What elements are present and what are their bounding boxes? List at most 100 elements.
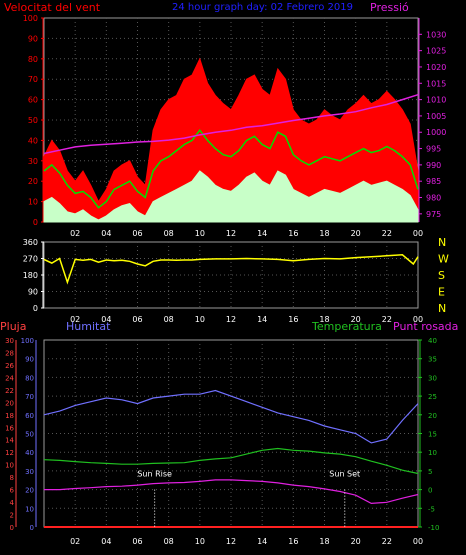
x-tick-label: 10 bbox=[195, 229, 205, 238]
compass-label: E bbox=[438, 286, 445, 299]
wind-speed-label: Velocitat del vent bbox=[4, 1, 101, 14]
direction-tick-label: 270 bbox=[23, 255, 38, 264]
x-tick-label: 04 bbox=[101, 537, 111, 546]
wind-tick-label: 10 bbox=[28, 198, 38, 207]
x-tick-label: 08 bbox=[164, 315, 174, 324]
x-tick-label: 02 bbox=[70, 537, 80, 546]
temperature-tick-label: 35 bbox=[428, 356, 437, 364]
x-tick-label: 06 bbox=[132, 229, 142, 238]
humidity-tick-label: 100 bbox=[21, 337, 34, 345]
x-tick-label: 14 bbox=[257, 229, 267, 238]
direction-tick-label: 90 bbox=[28, 288, 38, 297]
rain-tick-label: 12 bbox=[5, 449, 14, 457]
humidity-tick-label: 60 bbox=[25, 412, 34, 420]
pressure-tick-label: 980 bbox=[426, 194, 441, 203]
temperature-tick-label: 5 bbox=[428, 468, 432, 476]
compass-label: W bbox=[438, 253, 449, 266]
x-tick-label: 20 bbox=[351, 315, 361, 324]
humidity-tick-label: 90 bbox=[25, 356, 34, 364]
pressure-label: Pressió bbox=[370, 1, 409, 14]
pressure-tick-label: 995 bbox=[426, 145, 441, 154]
compass-label: S bbox=[438, 269, 445, 282]
rain-tick-label: 6 bbox=[10, 487, 15, 495]
wind-gust-series bbox=[43, 57, 419, 223]
direction-tick-label: 0 bbox=[33, 304, 38, 313]
pressure-tick-label: 1010 bbox=[426, 96, 446, 105]
x-tick-label: 14 bbox=[257, 537, 267, 546]
pressure-tick-label: 990 bbox=[426, 161, 441, 170]
x-tick-label: 06 bbox=[132, 315, 142, 324]
wind-min-series bbox=[43, 170, 419, 223]
temperature-tick-label: 10 bbox=[428, 449, 437, 457]
rain-tick-label: 8 bbox=[10, 474, 14, 482]
x-tick-label: 10 bbox=[195, 315, 205, 324]
wind-tick-label: 0 bbox=[33, 218, 38, 227]
temperature-tick-label: 25 bbox=[428, 393, 437, 401]
x-tick-label: 18 bbox=[319, 315, 329, 324]
wind-tick-label: 30 bbox=[28, 157, 38, 166]
x-tick-label: 08 bbox=[164, 229, 174, 238]
wind-tick-label: 60 bbox=[28, 96, 38, 105]
humidity-series bbox=[43, 389, 419, 444]
humidity-tick-label: 70 bbox=[25, 393, 34, 401]
x-tick-label: 22 bbox=[382, 537, 392, 546]
pressure-tick-label: 1030 bbox=[426, 30, 446, 39]
x-tick-label: 04 bbox=[101, 315, 111, 324]
humidity-tick-label: 80 bbox=[25, 374, 34, 382]
x-tick-label: 18 bbox=[319, 537, 329, 546]
wind-tick-label: 100 bbox=[23, 14, 38, 23]
x-tick-label: 00 bbox=[413, 315, 423, 324]
x-tick-label: 00 bbox=[413, 537, 423, 546]
humidity-tick-label: 30 bbox=[25, 468, 34, 476]
x-tick-label: 02 bbox=[70, 315, 80, 324]
pressure-tick-label: 985 bbox=[426, 177, 441, 186]
sunrise-label: Sun Rise bbox=[137, 470, 172, 479]
rain-tick-label: 24 bbox=[5, 374, 14, 382]
temperature-label: Temperatura bbox=[311, 320, 382, 333]
temperature-tick-label: -5 bbox=[428, 505, 435, 513]
x-tick-label: 16 bbox=[288, 315, 298, 324]
x-tick-label: 16 bbox=[288, 229, 298, 238]
rain-tick-label: 18 bbox=[5, 412, 14, 420]
rain-tick-label: 22 bbox=[5, 387, 14, 395]
temperature-series bbox=[43, 447, 419, 475]
rain-tick-label: 26 bbox=[5, 362, 14, 370]
wind-tick-label: 90 bbox=[28, 34, 38, 43]
wind-tick-label: 70 bbox=[28, 75, 38, 84]
x-tick-label: 10 bbox=[195, 537, 205, 546]
x-tick-label: 12 bbox=[226, 315, 236, 324]
rain-tick-label: 28 bbox=[5, 349, 14, 357]
dewpoint-label: Punt rosada bbox=[393, 320, 458, 333]
compass-label: N bbox=[438, 302, 446, 315]
x-tick-label: 02 bbox=[70, 229, 80, 238]
pressure-tick-label: 1025 bbox=[426, 47, 446, 56]
x-tick-label: 20 bbox=[351, 229, 361, 238]
x-tick-label: 20 bbox=[351, 537, 361, 546]
rain-tick-label: 16 bbox=[5, 424, 14, 432]
humidity-tick-label: 0 bbox=[30, 524, 34, 532]
x-tick-label: 00 bbox=[413, 229, 423, 238]
rain-tick-label: 0 bbox=[10, 524, 14, 532]
temperature-tick-label: 15 bbox=[428, 431, 437, 439]
rain-tick-label: 10 bbox=[5, 462, 14, 470]
temperature-tick-label: -10 bbox=[428, 524, 439, 532]
humidity-tick-label: 50 bbox=[25, 431, 34, 439]
pressure-tick-label: 1005 bbox=[426, 112, 446, 121]
x-tick-label: 08 bbox=[164, 537, 174, 546]
pressure-tick-label: 1015 bbox=[426, 79, 446, 88]
temperature-tick-label: 20 bbox=[428, 412, 437, 420]
x-tick-label: 12 bbox=[226, 229, 236, 238]
temperature-tick-label: 0 bbox=[428, 487, 432, 495]
pressure-series bbox=[43, 93, 419, 155]
pressure-tick-label: 1000 bbox=[426, 128, 446, 137]
x-tick-label: 16 bbox=[288, 537, 298, 546]
humidity-label: Humitat bbox=[66, 320, 111, 333]
x-tick-label: 22 bbox=[382, 229, 392, 238]
rain-tick-label: 20 bbox=[5, 399, 14, 407]
wind-avg-series bbox=[43, 128, 419, 209]
wind-tick-label: 50 bbox=[28, 116, 38, 125]
temperature-tick-label: 30 bbox=[428, 374, 437, 382]
dewpoint-series bbox=[44, 479, 419, 505]
